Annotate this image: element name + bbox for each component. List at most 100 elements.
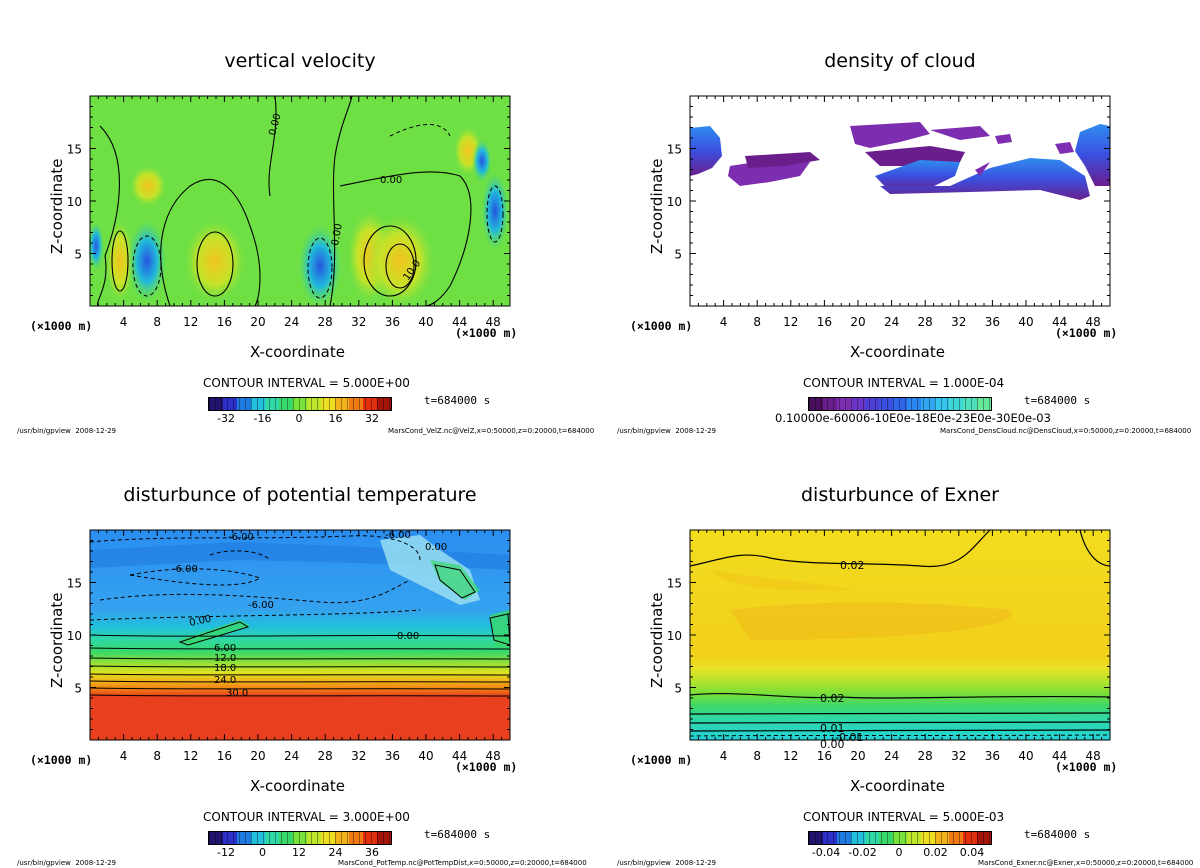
contour-label: 0.00 xyxy=(397,631,419,642)
contour-label: 0.00 xyxy=(820,738,845,751)
colorbar-tick-label: 16 xyxy=(328,412,343,425)
footer-tool: /usr/bin/gpview 2008-12-29 xyxy=(617,427,717,435)
contour-lines-dashed xyxy=(89,535,421,621)
colorbar xyxy=(808,831,992,845)
cloud-region xyxy=(690,126,722,176)
y-tick-label: 15 xyxy=(67,143,82,157)
x-unit-left: (×1000 m) xyxy=(630,753,693,767)
panel-potential-temperature: disturbunce of potential temperature Z-c… xyxy=(0,434,600,868)
contour-label: 0.02 xyxy=(840,559,865,572)
x-tick-label: 40 xyxy=(1018,749,1033,763)
colorbar-ticks: -32 -16 0 16 32 xyxy=(208,412,390,426)
plot-area: 0.00 0.00 0.00 10.0 4 8 12 16 20 24 28 32 36 40 44… xyxy=(67,95,511,329)
field-blob xyxy=(366,216,434,306)
x-tick-label: 48 xyxy=(1086,749,1101,763)
x-unit-right: (×1000 m) xyxy=(455,326,518,340)
colorbar-tick-label: 36 xyxy=(365,846,379,859)
field-patch xyxy=(180,620,250,646)
colorbar-tick-label: 0.02 xyxy=(923,846,948,859)
x-tick-label: 40 xyxy=(418,315,433,329)
y-axis-label: Z-coordinate xyxy=(48,592,66,688)
x-tick-label: 8 xyxy=(753,749,761,763)
contour-interval: CONTOUR INTERVAL = 5.000E+00 xyxy=(203,376,410,390)
contour-label: 0.00 xyxy=(425,542,447,553)
y-tick-label: 15 xyxy=(667,143,682,157)
x-tick-label: 48 xyxy=(486,749,501,763)
x-tick-label: 44 xyxy=(1052,315,1067,329)
x-tick-label: 16 xyxy=(817,749,832,763)
contour-lines xyxy=(89,564,511,697)
x-unit-right: (×1000 m) xyxy=(1055,326,1118,340)
x-tick-label: 20 xyxy=(250,749,265,763)
cloud-region xyxy=(930,126,990,140)
x-tick-label: 16 xyxy=(217,749,232,763)
time-label: t=684000 s xyxy=(1024,394,1091,407)
x-tick-label: 24 xyxy=(284,315,299,329)
plot-frame xyxy=(89,95,511,307)
y-tick-label: 5 xyxy=(74,682,82,696)
contour-label: 30.0 xyxy=(226,688,248,699)
x-axis-label: X-coordinate xyxy=(850,777,945,795)
y-tick-label: 10 xyxy=(67,629,82,643)
x-tick-label: 48 xyxy=(1086,315,1101,329)
chart-title: vertical velocity xyxy=(224,50,376,72)
colorbar-tick-label: 32 xyxy=(365,412,379,425)
x-tick-label: 40 xyxy=(1018,315,1033,329)
field-blob xyxy=(481,171,509,251)
plot-area: -6.00 -6.00 -6.00 -6.00 0.00 0.00 0.00 6… xyxy=(67,529,511,763)
x-tick-label: 4 xyxy=(120,749,128,763)
x-tick-label: 24 xyxy=(884,315,899,329)
x-tick-label: 8 xyxy=(753,315,761,329)
contour-label: 12.0 xyxy=(214,653,236,664)
contour-interval: CONTOUR INTERVAL = 1.000E-04 xyxy=(803,376,1005,390)
cloud-region xyxy=(1075,124,1110,186)
heatmap-potential-temperature: -6.00 -6.00 -6.00 -6.00 0.00 0.00 0.00 6… xyxy=(89,530,511,740)
cloud-region xyxy=(995,134,1012,144)
field-blob xyxy=(130,166,166,206)
footer-source: MarsCond_DensCloud.nc@DensCloud,x=0:5000… xyxy=(940,427,1192,435)
x-tick-label: 20 xyxy=(850,749,865,763)
y-tick-label: 10 xyxy=(67,195,82,209)
footer-source: MarsCond_Exner.nc@Exner,x=0:50000,z=0:20… xyxy=(978,859,1194,867)
plot-frame xyxy=(89,529,511,741)
colorbar-tick-label: 24 xyxy=(328,846,343,859)
chart-title: disturbunce of Exner xyxy=(800,484,999,506)
footer-tool: /usr/bin/gpview 2008-12-29 xyxy=(17,859,117,867)
panel-vertical-velocity: vertical velocity Z-coordinate xyxy=(0,0,600,435)
y-tick-label: 15 xyxy=(667,577,682,591)
x-tick-label: 44 xyxy=(452,315,467,329)
x-tick-label: 20 xyxy=(850,315,865,329)
x-tick-label: 24 xyxy=(884,749,899,763)
x-tick-label: 4 xyxy=(120,315,128,329)
x-axis-label: X-coordinate xyxy=(250,343,345,361)
x-axis-label: X-coordinate xyxy=(850,343,945,361)
field-blob xyxy=(127,219,167,303)
contour-label: -6.00 xyxy=(385,530,411,541)
x-tick-label: 32 xyxy=(951,315,966,329)
contour-label: 0.00 xyxy=(330,223,345,247)
plot-area: 4 8 12 16 20 24 28 32 36 40 44 48 5 10 15 xyxy=(667,95,1111,329)
x-tick-label: 44 xyxy=(1052,749,1067,763)
x-unit-left: (×1000 m) xyxy=(630,319,693,333)
colorbar-tick-label: -32 xyxy=(217,412,235,425)
field-blob xyxy=(88,221,104,271)
x-tick-label: 48 xyxy=(486,315,501,329)
contour-lines xyxy=(97,95,472,307)
y-axis-label: Z-coordinate xyxy=(648,158,666,254)
colorbar-tick-label: -0.04 xyxy=(811,846,841,859)
heatmap-density-of-cloud xyxy=(690,96,1110,306)
x-tick-label: 32 xyxy=(351,749,366,763)
footer-tool: /usr/bin/gpview 2008-12-29 xyxy=(617,859,717,867)
contour-label: 18.0 xyxy=(214,663,236,674)
panel-exner: disturbunce of Exner Z-coordinate xyxy=(600,434,1200,868)
x-tick-label: 32 xyxy=(351,315,366,329)
colorbar-tick-label: 12 xyxy=(292,846,306,859)
field-blob xyxy=(106,221,134,301)
x-tick-label: 40 xyxy=(418,749,433,763)
x-unit-left: (×1000 m) xyxy=(30,319,93,333)
time-label: t=684000 s xyxy=(1024,828,1091,841)
x-tick-label: 36 xyxy=(985,315,1000,329)
